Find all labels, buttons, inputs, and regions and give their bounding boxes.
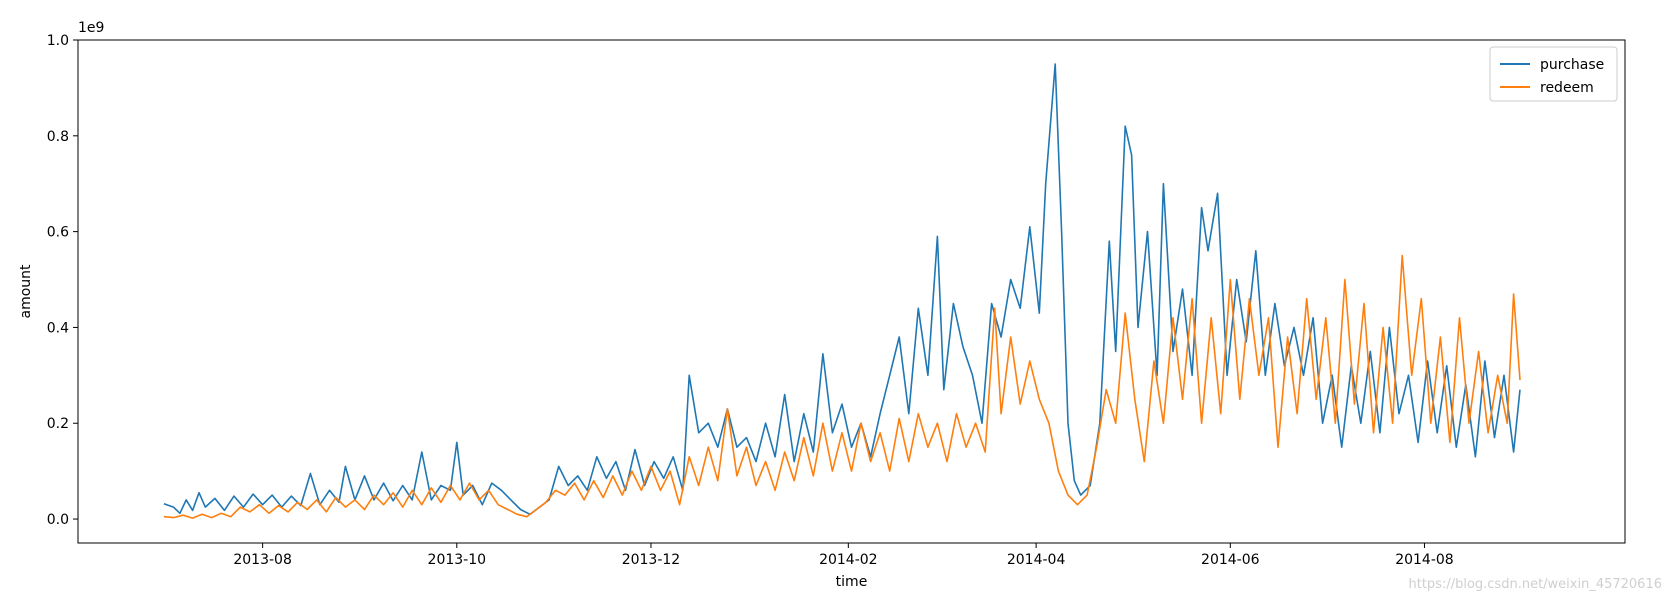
y-axis: 0.0 0.2 0.4 0.6 0.8 1.0 [47, 33, 78, 528]
y-tick-label: 1.0 [47, 33, 69, 49]
x-tick-label: 2014-02 [819, 552, 878, 568]
y-tick-label: 0.0 [47, 512, 69, 528]
y-tick-label: 0.8 [47, 129, 69, 145]
x-axis: 2013-08 2013-10 2013-12 2014-02 2014-04 2014-… [233, 543, 1454, 568]
y-tick-label: 0.6 [47, 225, 69, 241]
x-tick-label: 2014-06 [1201, 552, 1260, 568]
x-tick-label: 2014-08 [1395, 552, 1454, 568]
x-axis-label: time [836, 574, 868, 590]
series-layer [163, 63, 1521, 519]
series-line-redeem [163, 254, 1521, 519]
x-tick-label: 2013-12 [622, 552, 681, 568]
watermark-text: https://blog.csdn.net/weixin_45720616 [1408, 577, 1662, 592]
legend: purchase redeem [1489, 46, 1618, 102]
x-tick-label: 2013-08 [233, 552, 292, 568]
y-tick-label: 0.4 [47, 320, 69, 336]
y-axis-label: amount [18, 264, 34, 319]
legend-label-redeem: redeem [1540, 80, 1594, 96]
plot-frame [77, 39, 1626, 544]
legend-label-purchase: purchase [1540, 57, 1604, 73]
x-tick-label: 2014-04 [1007, 552, 1066, 568]
y-tick-label: 0.2 [47, 416, 69, 432]
y-axis-offset-label: 1e9 [78, 20, 104, 36]
x-tick-label: 2013-10 [428, 552, 487, 568]
